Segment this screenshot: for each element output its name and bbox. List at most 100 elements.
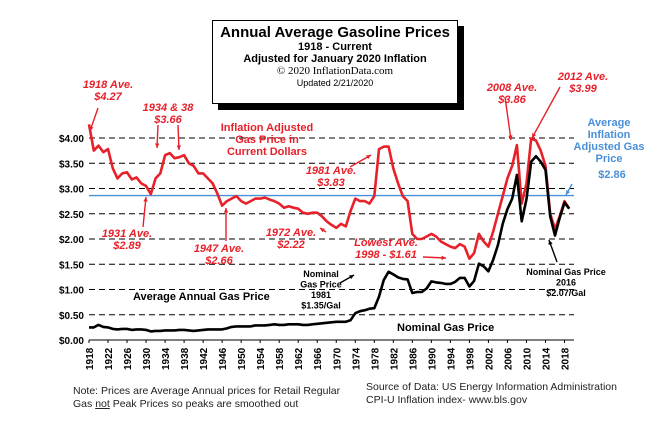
annotation-text: $3.99 — [568, 83, 597, 95]
annotation-text: Inflation Adjusted — [221, 122, 313, 134]
x-tick-label: 1982 — [389, 347, 400, 370]
arrow-head — [223, 208, 229, 213]
annotation-text: 1972 Ave. — [266, 227, 316, 239]
y-tick-label: $3.00 — [59, 185, 84, 196]
footnote-line2-not: not — [95, 398, 110, 410]
x-tick-label: 1934 — [161, 347, 172, 370]
x-tick-label: 1930 — [142, 347, 153, 370]
inflation-adjusted-line — [87, 124, 571, 261]
annotation-text: Average Annual Gas Price — [133, 291, 270, 303]
annotation-text: $2.22 — [276, 239, 305, 251]
x-tick-label: 1958 — [275, 347, 286, 370]
x-tick-label: 1954 — [256, 347, 267, 370]
chart-title: Annual Average Gasoline Prices — [220, 24, 450, 41]
arrow-head — [366, 155, 371, 160]
x-tick-label: 2018 — [560, 347, 571, 370]
footnote-line2-c: Peak Prices so peaks are smoothed out — [109, 398, 299, 410]
annotation-text: Lowest Ave. — [354, 237, 418, 249]
x-tick-label: 1922 — [104, 347, 115, 370]
annotation-arrow — [142, 196, 147, 228]
annotation-text: $2.86 — [598, 169, 626, 181]
x-tick-label: 1966 — [313, 347, 324, 370]
y-tick-label: $0.50 — [59, 311, 84, 322]
arrow-head — [508, 135, 513, 140]
annotation-text: Price — [596, 153, 623, 165]
chart-title-box: Annual Average Gasoline Prices 1918 - Cu… — [212, 20, 458, 104]
x-tick-label: 1942 — [199, 347, 210, 370]
footnote-line1: Note: Prices are Average Annual prices f… — [73, 385, 341, 397]
copyright-text: © 2020 InflationData.com — [276, 65, 394, 77]
y-tick-label: $1.00 — [59, 286, 84, 297]
annotation-text: $2.89 — [112, 240, 141, 252]
annotation-text: 1981 — [311, 290, 331, 300]
annotation-text: $3.83 — [316, 177, 345, 189]
annotation-text: Current Dollars — [227, 146, 307, 158]
y-tick-label: $2.50 — [59, 210, 84, 221]
chart-subtitle-adjusted: Adjusted for January 2020 Inflation — [243, 53, 427, 65]
x-tick-label: 1990 — [427, 347, 438, 370]
y-tick-label: $2.00 — [59, 235, 84, 246]
annotation-text: Adjusted Gas — [574, 141, 645, 153]
x-tick-label: 1986 — [408, 347, 419, 370]
annotation-text: $3.86 — [497, 94, 526, 106]
x-tick-label: 1998 — [465, 347, 476, 370]
annotation-text: $2.07/Gal — [546, 288, 586, 298]
annotation-text: Nominal Gas Price — [397, 322, 494, 334]
arrow-head — [441, 255, 446, 260]
x-tick-label: 1978 — [370, 347, 381, 370]
annotation-text: Nominal — [303, 269, 339, 279]
source-note: Source of Data: US Energy Information Ad… — [366, 381, 617, 407]
x-tick-label: 2010 — [522, 347, 533, 370]
annotation-text: Inflation — [588, 129, 631, 141]
annotation-text: Gas Price in — [235, 134, 299, 146]
annotation-text: 1998 - $1.61 — [355, 249, 417, 261]
annotation-arrow — [504, 96, 512, 141]
arrow-head — [89, 126, 94, 131]
x-tick-label: 1962 — [294, 347, 305, 370]
x-tick-label: 2006 — [503, 347, 514, 370]
annotation-text: $4.27 — [93, 91, 122, 103]
annotation-text: $2.66 — [204, 255, 233, 267]
x-tick-label: 1950 — [237, 347, 248, 370]
annotation-text: 1981 Ave. — [306, 165, 356, 177]
y-tick-label: $3.50 — [59, 159, 84, 170]
arrow-head — [349, 275, 354, 280]
y-tick-label: $4.00 — [59, 134, 84, 145]
annotation-text: 2012 Ave. — [557, 71, 608, 83]
footnote-line2: Gas not Peak Prices so peaks are smoothe… — [73, 398, 340, 411]
footnote-line2-a: Gas — [73, 398, 96, 410]
annotation-text: Nominal Gas Price — [526, 267, 606, 277]
annotation-text: 2016 — [556, 278, 576, 288]
arrow-head — [532, 133, 537, 138]
x-tick-label: 1970 — [332, 347, 343, 370]
annotation-text: Average — [587, 117, 630, 129]
arrow-head — [176, 145, 181, 150]
annotation-text: $3.66 — [153, 114, 182, 126]
annotation-text: 1934 & 38 — [143, 102, 195, 114]
chart-subtitle-years: 1918 - Current — [298, 41, 372, 53]
arrow-head — [566, 190, 571, 195]
annotation-text: 2008 Ave. — [486, 82, 537, 94]
annotation-text: 1931 Ave. — [102, 228, 152, 240]
arrow-head — [155, 143, 160, 148]
x-tick-label: 1938 — [180, 347, 191, 370]
nominal-price-line — [89, 154, 571, 333]
y-tick-label: $0.00 — [59, 336, 84, 347]
arrow-head — [143, 197, 148, 202]
annotation-text: 1918 Ave. — [83, 79, 133, 91]
annotation-arrow — [531, 86, 561, 139]
annotation-text: 1947 Ave. — [194, 243, 244, 255]
annotation-text: $1.35/Gal — [301, 301, 341, 311]
x-tick-label: 2014 — [541, 347, 552, 370]
x-tick-label: 2002 — [484, 347, 495, 370]
x-tick-label: 1918 — [85, 347, 96, 370]
y-tick-label: $1.50 — [59, 260, 84, 271]
x-tick-label: 1926 — [123, 347, 134, 370]
x-tick-label: 1994 — [446, 347, 457, 370]
source-line2: CPI-U Inflation index- www.bls.gov — [366, 394, 528, 406]
annotation-text: Gas Price — [300, 280, 342, 290]
updated-date: Updated 2/21/2020 — [296, 78, 374, 88]
x-tick-label: 1974 — [351, 347, 362, 370]
x-tick-label: 1946 — [218, 347, 229, 370]
